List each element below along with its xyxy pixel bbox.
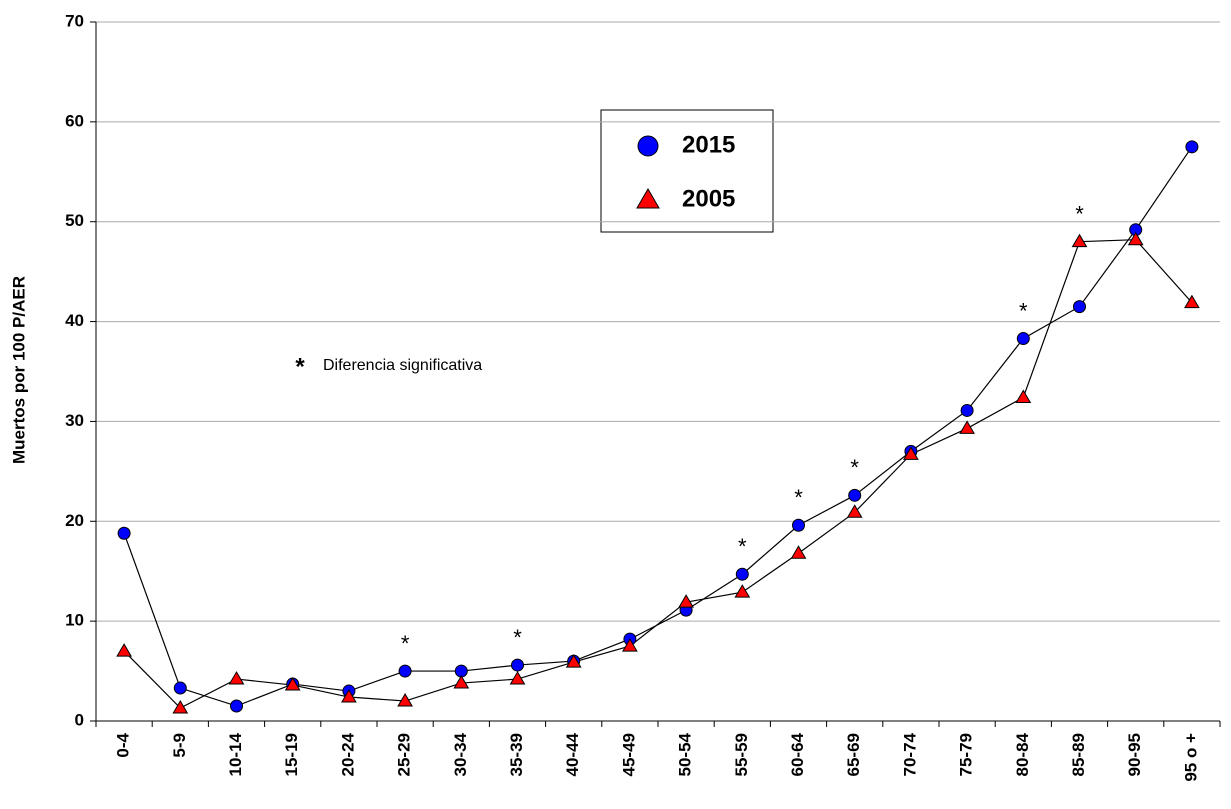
point bbox=[1016, 332, 1030, 346]
x-tick-label: 95 o + bbox=[1181, 733, 1200, 782]
y-tick-label: 20 bbox=[65, 511, 84, 530]
y-tick-label: 0 bbox=[75, 710, 84, 729]
x-tick-label: 75-79 bbox=[957, 733, 976, 776]
x-tick-label: 30-34 bbox=[451, 732, 470, 776]
x-tick-label: 35-39 bbox=[507, 733, 526, 776]
x-tick-label: 45-49 bbox=[619, 733, 638, 776]
x-tick-label: 5-9 bbox=[170, 733, 189, 758]
x-tick-label: 90-95 bbox=[1125, 733, 1144, 776]
legend-label: 2015 bbox=[682, 131, 735, 158]
x-tick-label: 85-89 bbox=[1069, 733, 1088, 776]
legend-label: 2005 bbox=[682, 185, 735, 212]
legend-box bbox=[600, 109, 774, 233]
significance-marker: * bbox=[738, 534, 747, 559]
x-tick-label: 10-14 bbox=[226, 732, 245, 776]
point bbox=[228, 671, 245, 685]
point bbox=[511, 658, 524, 672]
y-tick-label: 50 bbox=[65, 211, 84, 230]
y-tick-label: 30 bbox=[65, 411, 84, 430]
point bbox=[230, 699, 243, 713]
point bbox=[903, 446, 919, 460]
point bbox=[398, 664, 412, 678]
point bbox=[1073, 300, 1086, 314]
x-tick-label: 65-69 bbox=[844, 733, 863, 776]
point bbox=[622, 638, 638, 652]
series-line bbox=[123, 239, 1193, 709]
x-tick-label: 40-44 bbox=[563, 732, 582, 776]
point bbox=[848, 488, 862, 502]
x-tick-label: 60-64 bbox=[788, 732, 807, 776]
point bbox=[846, 504, 863, 518]
point bbox=[959, 420, 975, 434]
y-axis-label: Muertos por 100 P/AER bbox=[9, 276, 28, 464]
note-symbol: * bbox=[295, 353, 305, 380]
point bbox=[1071, 233, 1088, 248]
y-tick-label: 60 bbox=[65, 111, 84, 130]
point bbox=[1184, 294, 1200, 309]
point bbox=[565, 654, 582, 668]
point bbox=[960, 403, 974, 417]
legend-marker bbox=[636, 188, 660, 209]
x-tick-label: 55-59 bbox=[732, 733, 751, 776]
legend-marker bbox=[637, 135, 659, 157]
x-tick-label: 70-74 bbox=[900, 732, 919, 776]
point bbox=[397, 693, 413, 707]
point bbox=[1185, 140, 1199, 154]
significance-marker: * bbox=[850, 455, 859, 480]
x-tick-label: 0-4 bbox=[114, 732, 133, 757]
point bbox=[1015, 389, 1032, 403]
point bbox=[509, 671, 526, 685]
x-tick-label: 80-84 bbox=[1013, 732, 1032, 776]
point bbox=[116, 643, 132, 657]
point bbox=[1127, 231, 1144, 246]
point bbox=[792, 518, 805, 532]
y-tick-label: 10 bbox=[65, 611, 84, 630]
significance-marker: * bbox=[794, 485, 803, 510]
significance-marker: * bbox=[1019, 298, 1028, 323]
x-tick-label: 25-29 bbox=[395, 733, 414, 776]
significance-marker: * bbox=[1075, 201, 1084, 226]
significance-marker: * bbox=[401, 631, 410, 656]
x-tick-label: 20-24 bbox=[338, 732, 357, 776]
point bbox=[790, 545, 807, 559]
point bbox=[734, 584, 751, 598]
y-tick-label: 40 bbox=[65, 311, 84, 330]
y-tick-label: 70 bbox=[65, 11, 84, 30]
note-text: Diferencia significativa bbox=[323, 357, 482, 374]
point bbox=[117, 526, 131, 540]
point bbox=[341, 689, 357, 703]
x-tick-label: 50-54 bbox=[676, 732, 695, 776]
x-tick-label: 15-19 bbox=[282, 733, 301, 776]
point bbox=[453, 675, 470, 689]
point bbox=[284, 677, 301, 691]
point bbox=[173, 681, 187, 695]
point bbox=[678, 594, 694, 608]
point bbox=[735, 567, 749, 581]
significance-marker: * bbox=[513, 625, 522, 650]
point bbox=[172, 700, 189, 714]
